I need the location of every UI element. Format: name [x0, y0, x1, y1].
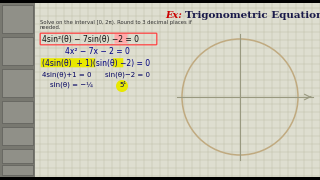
FancyBboxPatch shape	[83, 58, 95, 67]
Bar	[2, 165, 33, 175]
Text: sin(θ) = −¼: sin(θ) = −¼	[50, 82, 93, 89]
Text: 4x² − 7x − 2 = 0: 4x² − 7x − 2 = 0	[65, 47, 130, 56]
Bar	[2, 5, 33, 33]
Bar	[2, 101, 33, 123]
Bar	[2, 127, 33, 145]
Text: sin(θ)−2 = 0: sin(θ)−2 = 0	[105, 71, 150, 78]
Text: Trigonometric Equations: Trigonometric Equations	[185, 11, 320, 20]
Bar	[2, 149, 33, 163]
FancyBboxPatch shape	[41, 58, 83, 67]
Text: 4sin²(θ) − 7sin(θ) −2 = 0: 4sin²(θ) − 7sin(θ) −2 = 0	[42, 35, 139, 44]
Bar	[2, 69, 33, 97]
Text: (4sin(θ)  + 1)(sin(θ) −2) = 0: (4sin(θ) + 1)(sin(θ) −2) = 0	[42, 59, 150, 68]
Bar	[0, 0, 320, 3]
Bar	[2, 37, 33, 65]
Bar	[0, 177, 320, 180]
FancyBboxPatch shape	[115, 34, 127, 44]
FancyBboxPatch shape	[113, 58, 123, 67]
Text: 5¹: 5¹	[119, 82, 126, 88]
Circle shape	[116, 80, 128, 92]
Text: Ex:: Ex:	[165, 11, 185, 20]
Text: needed.: needed.	[40, 25, 61, 30]
Bar	[0, 3, 35, 177]
Text: Solve on the interval [0, 2π). Round to 3 decimal places if: Solve on the interval [0, 2π). Round to …	[40, 20, 192, 25]
Text: 4sin(θ)+1 = 0: 4sin(θ)+1 = 0	[42, 71, 92, 78]
